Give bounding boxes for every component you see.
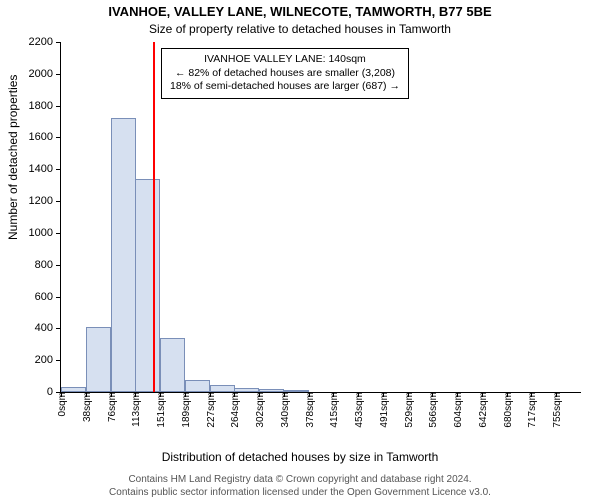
ytick-label: 1200: [29, 195, 61, 207]
histogram-bar: [111, 118, 136, 392]
footer-line-2: Contains public sector information licen…: [0, 487, 600, 498]
xtick-label: 302sqm: [255, 392, 266, 428]
xtick-label: 680sqm: [503, 392, 514, 428]
xtick-label: 264sqm: [230, 392, 241, 428]
annotation-line-2: ← 82% of detached houses are smaller (3,…: [170, 67, 400, 81]
annotation-line-1: IVANHOE VALLEY LANE: 140sqm: [170, 53, 400, 67]
xtick-label: 415sqm: [329, 392, 340, 428]
histogram-bar: [234, 388, 259, 392]
xtick-label: 717sqm: [527, 392, 538, 428]
plot-area: IVANHOE VALLEY LANE: 140sqm ← 82% of det…: [60, 42, 581, 393]
histogram-bar: [210, 385, 235, 392]
xtick-label: 151sqm: [156, 392, 167, 428]
histogram-bar: [259, 389, 284, 392]
xtick-label: 604sqm: [453, 392, 464, 428]
xtick-label: 0sqm: [57, 392, 68, 416]
xtick-label: 378sqm: [305, 392, 316, 428]
xtick-label: 453sqm: [354, 392, 365, 428]
xtick-label: 566sqm: [428, 392, 439, 428]
ytick-label: 2000: [29, 68, 61, 80]
histogram-bar: [284, 390, 309, 392]
xtick-label: 642sqm: [478, 392, 489, 428]
ytick-label: 2200: [29, 36, 61, 48]
chart-title-main: IVANHOE, VALLEY LANE, WILNECOTE, TAMWORT…: [0, 4, 600, 19]
xtick-label: 491sqm: [379, 392, 390, 428]
ytick-label: 800: [35, 259, 61, 271]
histogram-bar: [185, 380, 210, 392]
chart-container: IVANHOE, VALLEY LANE, WILNECOTE, TAMWORT…: [0, 0, 600, 500]
xtick-label: 529sqm: [404, 392, 415, 428]
chart-title-sub: Size of property relative to detached ho…: [0, 22, 600, 36]
ytick-label: 600: [35, 291, 61, 303]
xtick-label: 113sqm: [131, 392, 142, 427]
y-axis-label: Number of detached properties: [6, 75, 20, 240]
ytick-label: 1400: [29, 163, 61, 175]
xtick-label: 340sqm: [280, 392, 291, 428]
ytick-label: 1600: [29, 131, 61, 143]
histogram-bar: [61, 387, 86, 392]
histogram-bar: [160, 338, 185, 392]
footer-line-1: Contains HM Land Registry data © Crown c…: [0, 474, 600, 485]
ytick-label: 200: [35, 354, 61, 366]
annotation-line-3: 18% of semi-detached houses are larger (…: [170, 80, 400, 94]
xtick-label: 76sqm: [107, 392, 118, 422]
xtick-label: 755sqm: [552, 392, 563, 428]
annotation-box: IVANHOE VALLEY LANE: 140sqm ← 82% of det…: [161, 48, 409, 99]
ytick-label: 1000: [29, 227, 61, 239]
ytick-label: 400: [35, 322, 61, 334]
x-axis-label: Distribution of detached houses by size …: [0, 450, 600, 464]
xtick-label: 38sqm: [82, 392, 93, 422]
marker-line: [153, 42, 155, 392]
histogram-bar: [135, 179, 160, 392]
ytick-label: 1800: [29, 100, 61, 112]
xtick-label: 189sqm: [181, 392, 192, 428]
histogram-bar: [86, 327, 111, 392]
xtick-label: 227sqm: [206, 392, 217, 428]
